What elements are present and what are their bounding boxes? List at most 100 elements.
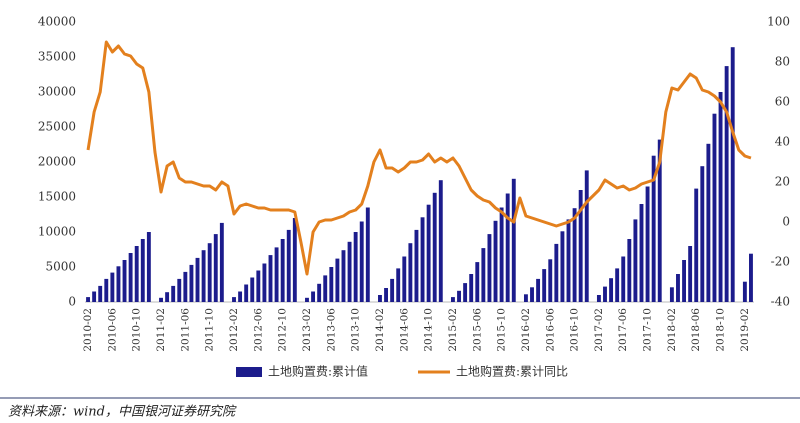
bar bbox=[335, 258, 340, 302]
bar bbox=[530, 287, 534, 302]
bar bbox=[615, 268, 620, 302]
bar bbox=[177, 278, 182, 302]
legend-label: 土地购置费:累计同比 bbox=[456, 364, 568, 379]
bar bbox=[262, 263, 267, 302]
y2-tick-label: -40 bbox=[771, 295, 790, 309]
bar bbox=[742, 281, 747, 302]
bar bbox=[560, 231, 565, 302]
bar bbox=[244, 284, 249, 302]
x-tick-label: 2015-02 bbox=[447, 308, 459, 352]
bar bbox=[305, 297, 309, 302]
bar bbox=[481, 248, 486, 302]
legend-label: 土地购置费:累计值 bbox=[268, 364, 368, 379]
bar bbox=[329, 267, 334, 302]
bar bbox=[159, 297, 163, 302]
x-tick-label: 2012-06 bbox=[252, 308, 264, 352]
bar bbox=[657, 139, 662, 302]
bar bbox=[317, 283, 322, 302]
bar bbox=[171, 285, 176, 302]
bar bbox=[165, 292, 170, 302]
bar bbox=[140, 239, 145, 302]
bar bbox=[651, 155, 656, 302]
bar bbox=[511, 178, 516, 302]
bar bbox=[566, 219, 571, 302]
x-tick-label: 2012-02 bbox=[228, 308, 240, 352]
bar bbox=[256, 270, 261, 302]
x-tick-label: 2010-02 bbox=[82, 308, 94, 352]
y-tick-label: 25000 bbox=[38, 120, 76, 134]
bar bbox=[311, 291, 316, 302]
bar bbox=[122, 260, 127, 302]
x-tick-label: 2019-02 bbox=[739, 308, 751, 352]
y-tick-label: 30000 bbox=[38, 85, 76, 99]
bar bbox=[645, 186, 650, 302]
bar bbox=[286, 229, 291, 302]
x-tick-label: 2011-10 bbox=[204, 308, 216, 352]
x-tick-label: 2012-10 bbox=[277, 308, 289, 352]
x-tick-label: 2018-02 bbox=[666, 308, 678, 352]
x-tick-label: 2015-06 bbox=[471, 308, 483, 352]
bar bbox=[402, 256, 407, 302]
bar bbox=[700, 166, 705, 302]
x-tick-label: 2015-10 bbox=[496, 308, 508, 352]
x-tick-label: 2016-10 bbox=[569, 308, 581, 352]
bar bbox=[505, 193, 510, 302]
legend-swatch bbox=[236, 367, 262, 377]
bar bbox=[268, 255, 273, 302]
bar bbox=[432, 192, 437, 302]
bar bbox=[487, 234, 492, 302]
bar bbox=[323, 275, 328, 302]
bar bbox=[548, 259, 553, 302]
bar bbox=[359, 221, 364, 302]
bar bbox=[420, 217, 425, 302]
bar bbox=[694, 188, 699, 302]
y-tick-label: 5000 bbox=[45, 260, 76, 274]
y-tick-label: 20000 bbox=[38, 155, 76, 169]
line bbox=[86, 40, 752, 276]
bar bbox=[499, 207, 504, 302]
x-tick-label: 2014-02 bbox=[374, 308, 386, 352]
bar bbox=[426, 204, 431, 302]
bar bbox=[238, 291, 243, 302]
y2-tick-label: 100 bbox=[767, 15, 790, 29]
x-tick-label: 2013-02 bbox=[301, 308, 313, 352]
bar bbox=[578, 190, 583, 302]
bar bbox=[232, 297, 236, 302]
bar bbox=[207, 243, 212, 302]
bar bbox=[134, 246, 139, 302]
bar bbox=[98, 285, 103, 302]
x-tick-label: 2017-06 bbox=[617, 308, 629, 352]
bar bbox=[584, 170, 589, 302]
bar bbox=[609, 278, 614, 302]
x-tick-label: 2010-06 bbox=[106, 308, 118, 352]
bar bbox=[341, 250, 346, 302]
bar bbox=[682, 260, 687, 302]
y-tick-label: 35000 bbox=[38, 50, 76, 64]
bar bbox=[189, 264, 194, 302]
bar bbox=[523, 294, 528, 302]
y2-tick-label: -20 bbox=[771, 255, 790, 269]
bar bbox=[730, 47, 735, 303]
bar bbox=[627, 239, 632, 302]
bar bbox=[201, 250, 206, 302]
bar bbox=[457, 290, 461, 302]
bar bbox=[463, 283, 468, 302]
bar bbox=[603, 286, 607, 302]
bar bbox=[451, 297, 455, 302]
bar bbox=[408, 243, 413, 302]
bar bbox=[542, 269, 547, 302]
bar bbox=[493, 220, 498, 302]
bar bbox=[572, 208, 577, 302]
bar bbox=[116, 266, 121, 302]
bar bbox=[390, 278, 395, 302]
bar bbox=[195, 257, 200, 302]
x-tick-label: 2016-02 bbox=[520, 308, 532, 352]
x-tick-label: 2018-10 bbox=[715, 308, 727, 352]
bar bbox=[688, 246, 693, 302]
x-tick-label: 2014-06 bbox=[398, 308, 410, 352]
y2-tick-label: 20 bbox=[775, 175, 790, 189]
y2-tick-label: 40 bbox=[775, 135, 790, 149]
x-tick-label: 2011-02 bbox=[155, 308, 167, 352]
bar bbox=[92, 291, 97, 302]
bar bbox=[280, 239, 285, 302]
